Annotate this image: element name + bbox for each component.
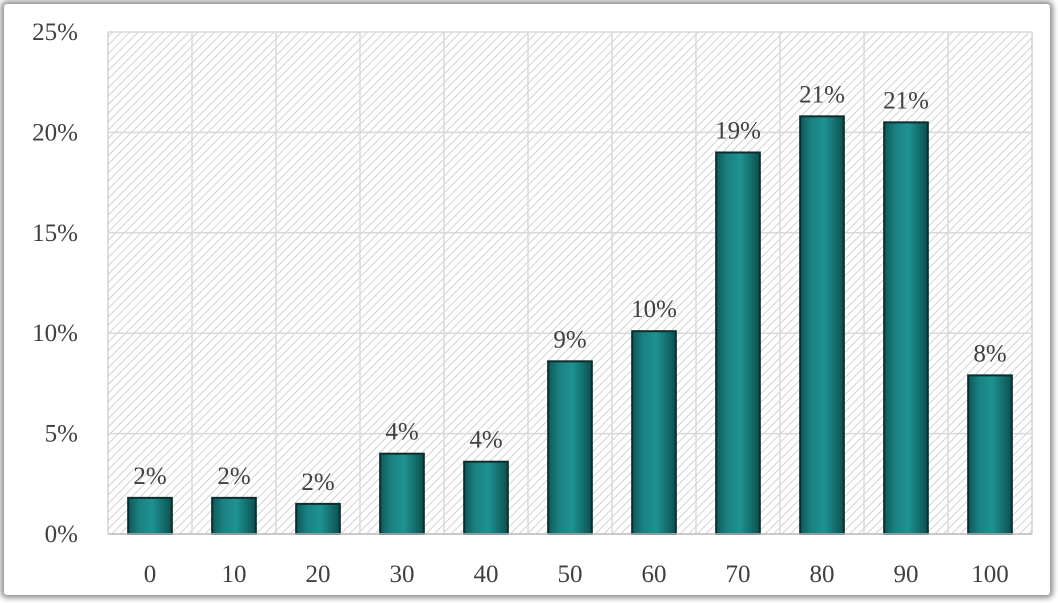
x-tick-label: 70	[726, 561, 751, 588]
y-tick-label: 20%	[32, 119, 78, 146]
bar-70	[715, 151, 761, 535]
data-label: 19%	[715, 117, 761, 144]
bar-50	[547, 360, 593, 536]
bar-20	[295, 502, 341, 536]
data-label: 9%	[553, 326, 586, 353]
bar-60	[631, 330, 677, 535]
y-tick-label: 25%	[32, 19, 78, 46]
x-tick-label: 100	[971, 561, 1009, 588]
x-tick-label: 0	[144, 561, 157, 588]
y-tick-label: 10%	[32, 320, 78, 347]
x-tick-label: 20	[306, 561, 331, 588]
data-label: 2%	[301, 469, 334, 496]
x-axis: 0 10 20 30 40 50 60 70 80 90 100	[108, 533, 1032, 588]
data-label: 8%	[973, 340, 1006, 367]
bar-10	[211, 496, 257, 535]
data-label: 10%	[631, 296, 677, 323]
grid-lines	[108, 31, 1032, 535]
data-label: 4%	[385, 419, 418, 446]
x-tick-label: 80	[810, 561, 835, 588]
bar-90	[883, 121, 929, 536]
y-tick-label: 0%	[45, 521, 78, 548]
data-label: 21%	[883, 87, 929, 114]
x-tick-label: 60	[642, 561, 667, 588]
data-label: 4%	[469, 427, 502, 454]
bar-100	[967, 374, 1013, 536]
bar-30	[379, 452, 425, 535]
data-label: 21%	[799, 81, 845, 108]
bars	[127, 115, 1013, 536]
data-label: 2%	[217, 463, 250, 490]
x-tick-label: 90	[894, 561, 919, 588]
y-tick-label: 15%	[32, 220, 78, 247]
bar-40	[463, 460, 509, 536]
data-label: 2%	[133, 463, 166, 490]
data-labels: 2% 2% 2% 4% 4% 9% 10% 19% 21% 21% 8%	[133, 81, 1006, 496]
bar-80	[799, 115, 845, 535]
x-tick-label: 50	[558, 561, 583, 588]
y-tick-label: 5%	[45, 421, 78, 448]
x-tick-label: 40	[474, 561, 499, 588]
y-axis: 0% 5% 10% 15% 20% 25%	[32, 19, 78, 548]
bar-0	[127, 496, 173, 535]
x-tick-label: 30	[390, 561, 415, 588]
x-tick-label: 10	[222, 561, 247, 588]
